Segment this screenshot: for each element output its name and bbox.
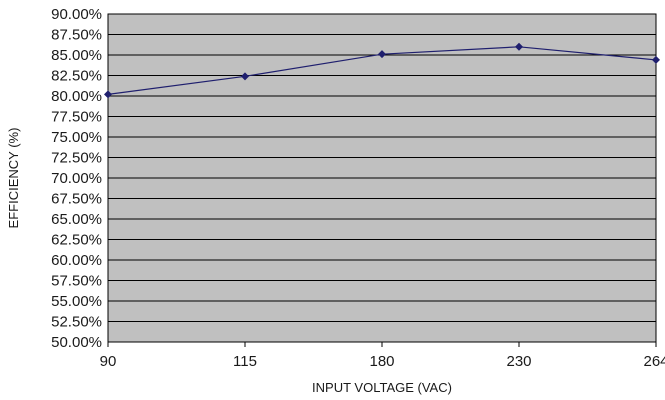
y-tick-label: 90.00% (51, 6, 102, 23)
x-axis-ticks: 90 115 180 230 264 (100, 342, 665, 370)
data-point-marker (241, 72, 249, 81)
y-tick-label: 80.00% (51, 88, 102, 105)
y-tick-label: 77.50% (51, 109, 102, 126)
y-tick-label: 72.50% (51, 150, 102, 167)
x-tick-label: 115 (233, 353, 257, 370)
data-point-marker (652, 55, 660, 64)
data-point-marker (104, 90, 112, 99)
x-axis-label: INPUT VOLTAGE (VAC) (312, 380, 452, 395)
y-tick-label: 60.00% (51, 252, 102, 269)
x-tick-label: 230 (506, 353, 531, 370)
y-tick-label: 52.50% (51, 314, 102, 331)
y-tick-label: 82.50% (51, 68, 102, 85)
y-axis-ticks: 50.00% 52.50% 55.00% 57.50% 60.00% 62.50% 65.0… (51, 6, 102, 351)
y-tick-label: 67.50% (51, 191, 102, 208)
series-layer (104, 42, 660, 99)
y-tick-label: 65.00% (51, 211, 102, 228)
y-tick-label: 85.00% (51, 47, 102, 64)
y-tick-label: 55.00% (51, 293, 102, 310)
y-tick-label: 50.00% (51, 334, 102, 351)
y-tick-label: 87.50% (51, 27, 102, 44)
data-point-marker (515, 42, 523, 51)
y-tick-label: 57.50% (51, 273, 102, 290)
data-point-marker (378, 50, 386, 59)
y-axis-label: EFFICIENCY (%) (6, 128, 21, 229)
x-tick-label: 180 (369, 353, 394, 370)
y-tick-label: 62.50% (51, 232, 102, 249)
y-tick-label: 75.00% (51, 129, 102, 146)
y-tick-label: 70.00% (51, 170, 102, 187)
x-tick-label: 264 (643, 353, 665, 370)
x-tick-label: 90 (100, 353, 117, 370)
